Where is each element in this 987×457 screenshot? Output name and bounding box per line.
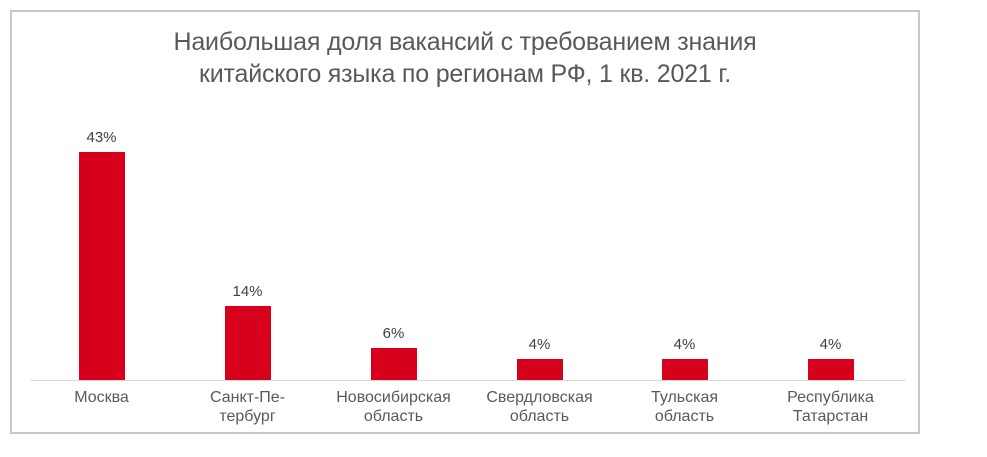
category-label-line: Санкт-Пе-	[209, 389, 286, 406]
chart-title-line-2: китайского языка по регионам РФ, 1 кв. 2…	[199, 60, 731, 88]
data-label: 43%	[86, 129, 117, 146]
category-label-line: тербург	[219, 408, 276, 425]
chart-title-line-1: Наибольшая доля вакансий с требованием з…	[173, 28, 757, 56]
category-label: Свердловская область	[470, 388, 610, 426]
category-label-line: Свердловская	[486, 389, 593, 406]
chart-title: Наибольшая доля вакансий с требованием з…	[0, 26, 930, 90]
category-label: Республика Татарстан	[761, 388, 901, 426]
category-label: Москва	[32, 388, 172, 407]
chart-frame	[10, 10, 920, 434]
bar	[370, 348, 417, 380]
category-label-line: Москва	[74, 389, 129, 406]
x-axis-line	[30, 380, 906, 381]
bar	[78, 152, 125, 380]
category-label: Санкт-Пе-тербург	[178, 388, 318, 426]
category-label-line: Республика	[787, 389, 874, 406]
category-label-line: область	[509, 408, 570, 425]
bar	[516, 359, 563, 380]
data-label: 14%	[232, 283, 263, 300]
bar	[224, 306, 271, 380]
category-label-line: область	[363, 408, 424, 425]
category-label-line: Татарстан	[792, 408, 869, 425]
category-label-line: область	[654, 408, 715, 425]
data-label: 4%	[673, 336, 696, 353]
data-label: 4%	[819, 336, 842, 353]
bar	[807, 359, 854, 380]
category-label-line: Тульская	[650, 389, 719, 406]
bar	[661, 359, 708, 380]
data-label: 4%	[528, 336, 551, 353]
category-label: Тульская область	[615, 388, 755, 426]
category-label-line: Новосибирская	[336, 389, 451, 406]
category-label: Новосибирская область	[324, 388, 464, 426]
data-label: 6%	[382, 325, 405, 342]
